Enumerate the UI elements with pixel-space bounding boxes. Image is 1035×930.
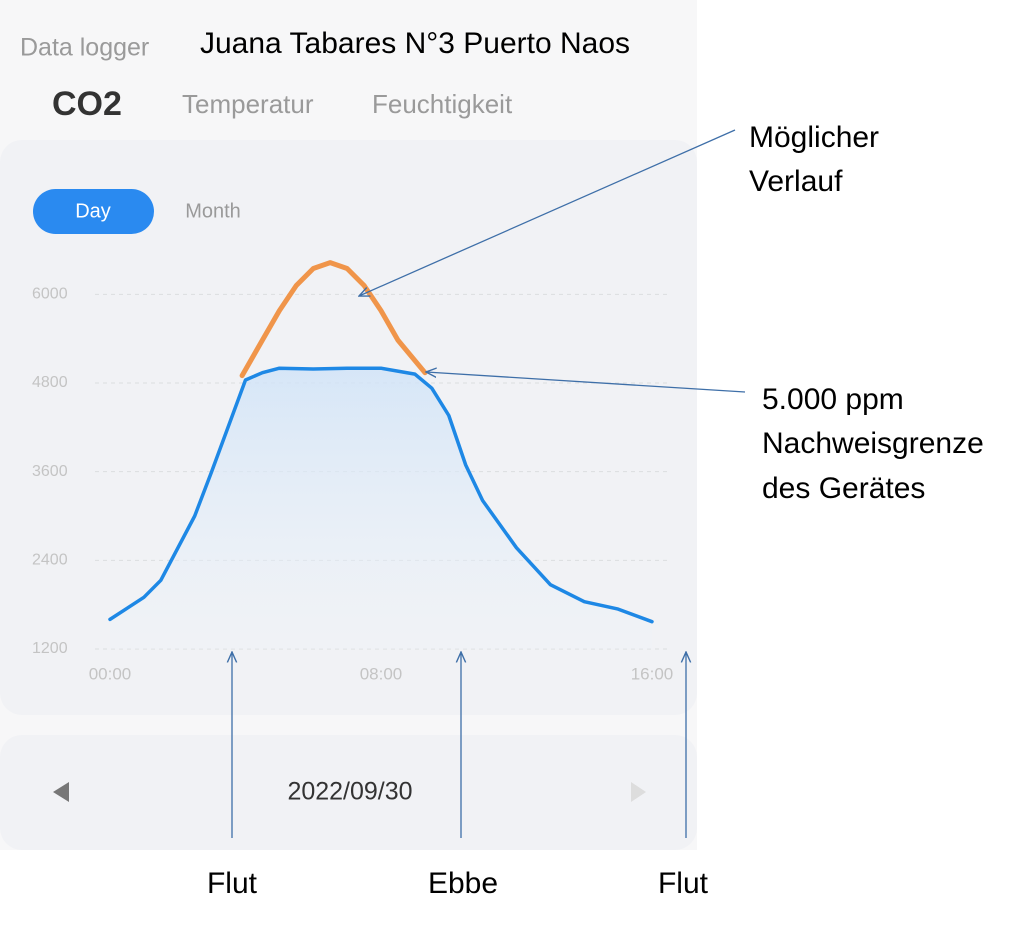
annotation-text: des Gerätes bbox=[762, 472, 925, 505]
x-tick-label: 08:00 bbox=[360, 664, 403, 683]
tab[interactable]: Feuchtigkeit bbox=[372, 89, 513, 119]
y-tick-label: 3600 bbox=[32, 463, 68, 480]
annotation-arrow bbox=[359, 129, 736, 296]
date-label: 2022/09/30 bbox=[287, 778, 412, 806]
area bbox=[110, 368, 652, 649]
tide-label: Flut bbox=[658, 867, 709, 900]
range-label-active[interactable]: Day bbox=[75, 200, 111, 222]
annotations: Möglicher Verlauf 5.000 ppm Nachweisgren… bbox=[207, 121, 984, 900]
range-button-active[interactable] bbox=[33, 189, 154, 234]
app-label: Data logger bbox=[20, 34, 149, 62]
annotation-text: Verlauf bbox=[749, 165, 843, 198]
tide-label: Ebbe bbox=[428, 867, 498, 900]
next-button[interactable] bbox=[631, 782, 646, 802]
y-tick-label: 1200 bbox=[32, 640, 68, 657]
tab-active[interactable]: CO2 bbox=[52, 85, 122, 123]
y-tick-label: 4800 bbox=[32, 374, 68, 391]
y-tick-label: 6000 bbox=[32, 286, 68, 303]
annotation-text: Nachweisgrenze bbox=[762, 427, 984, 460]
range-label[interactable]: Month bbox=[185, 200, 241, 222]
x-tick-label: 00:00 bbox=[89, 664, 132, 683]
tab[interactable]: Temperatur bbox=[182, 89, 314, 119]
annotation-title: Juana Tabares N°3 Puerto Naos bbox=[200, 27, 630, 60]
annotation-text: 5.000 ppm bbox=[762, 383, 904, 416]
prev-button[interactable] bbox=[53, 782, 69, 802]
y-tick-label: 2400 bbox=[32, 552, 68, 569]
annotation-text: Möglicher bbox=[749, 121, 879, 154]
line bbox=[108, 366, 654, 624]
annotation-arrow bbox=[426, 372, 746, 393]
date-card bbox=[0, 735, 697, 850]
x-tick-label: 16:00 bbox=[631, 664, 674, 683]
chart: 1200 2400 3600 4800 6000 00:00 08:00 16:00 bbox=[32, 260, 674, 683]
line bbox=[239, 260, 428, 379]
tide-label: Flut bbox=[207, 867, 258, 900]
